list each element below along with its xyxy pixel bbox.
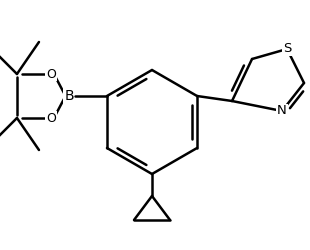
Text: N: N: [277, 104, 287, 118]
Text: S: S: [283, 42, 291, 56]
Text: B: B: [64, 89, 74, 103]
Text: O: O: [46, 68, 56, 80]
Text: O: O: [46, 112, 56, 124]
